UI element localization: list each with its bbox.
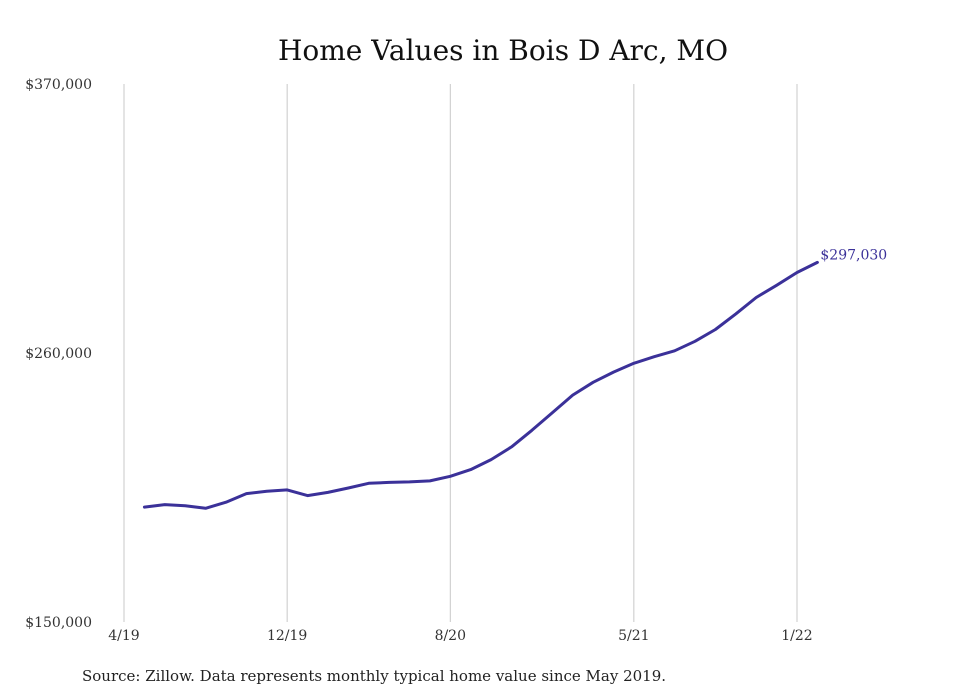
- y-tick-label: $260,000: [25, 346, 92, 362]
- y-tick-label: $150,000: [25, 615, 92, 631]
- series-line: [142, 260, 819, 510]
- x-tick-label: 8/20: [435, 628, 466, 644]
- x-tick-label: 12/19: [267, 628, 307, 644]
- chart-title: Home Values in Bois D Arc, MO: [278, 34, 728, 67]
- grid-lines: [123, 84, 798, 622]
- x-tick-label: 4/19: [108, 628, 139, 644]
- y-tick-label: $370,000: [25, 77, 92, 93]
- x-axis-ticks: 4/19 12/19 8/20 5/21 1/22: [108, 628, 812, 644]
- x-tick-label: 5/21: [618, 628, 649, 644]
- y-axis-ticks: $370,000 $260,000 $150,000: [25, 77, 92, 631]
- x-tick-label: 1/22: [781, 628, 812, 644]
- series-layer: [142, 260, 819, 510]
- last-value-label: $297,030: [820, 247, 887, 263]
- source-note: Source: Zillow. Data represents monthly …: [82, 667, 667, 685]
